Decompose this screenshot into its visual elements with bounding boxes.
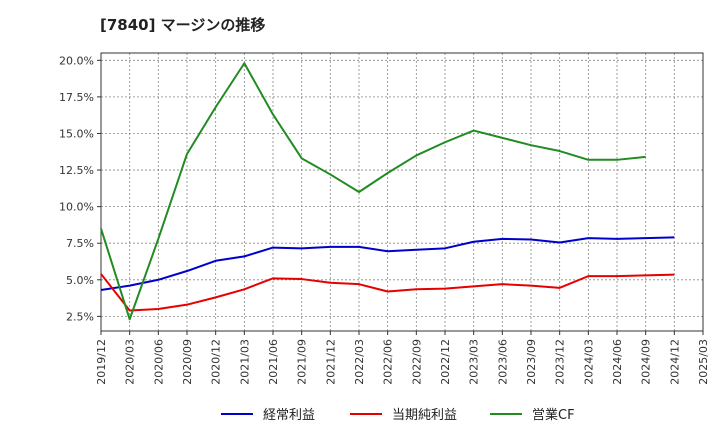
x-tick-label: 2023/09 — [525, 339, 538, 385]
x-tick-label: 2020/06 — [152, 339, 165, 385]
y-tick-label: 2.5% — [66, 310, 94, 323]
x-tick-label: 2022/06 — [382, 339, 395, 385]
x-tick-label: 2021/09 — [296, 339, 309, 385]
x-tick-label: 2023/03 — [468, 339, 481, 385]
plot-frame — [100, 52, 704, 332]
plot-area — [101, 53, 703, 331]
y-tick-label: 12.5% — [59, 164, 94, 177]
x-tick-label: 2020/03 — [124, 339, 137, 385]
y-tick-label: 5.0% — [66, 274, 94, 287]
y-tick-label: 7.5% — [66, 237, 94, 250]
x-tick-label: 2023/12 — [554, 339, 567, 385]
series-line-3 — [100, 62, 646, 321]
x-tick-label: 2021/03 — [238, 339, 251, 385]
x-tick-label: 2022/03 — [353, 339, 366, 385]
y-tick-label: 17.5% — [59, 91, 94, 104]
y-tick-label: 15.0% — [59, 127, 94, 140]
x-tick-label: 2024/09 — [640, 339, 653, 385]
x-tick-label: 2023/06 — [496, 339, 509, 385]
y-tick-label: 20.0% — [59, 54, 94, 67]
x-tick-label: 2020/09 — [181, 339, 194, 385]
legend-label: 当期純利益 — [392, 408, 457, 423]
x-tick-label: 2024/06 — [611, 339, 624, 385]
legend-label: 経常利益 — [263, 408, 315, 423]
x-tick-label: 2025/03 — [697, 339, 710, 385]
x-tick-label: 2022/09 — [410, 339, 423, 385]
x-tick-label: 2021/06 — [267, 339, 280, 385]
x-tick-label: 2024/12 — [668, 339, 681, 385]
chart-title: [7840] マージンの推移 — [100, 16, 266, 34]
x-tick-label: 2019/12 — [95, 339, 108, 385]
x-tick-label: 2022/12 — [439, 339, 452, 385]
x-tick-label: 2024/03 — [582, 339, 595, 385]
y-tick-label: 10.0% — [59, 201, 94, 214]
x-tick-label: 2020/12 — [210, 339, 223, 385]
x-tick-label: 2021/12 — [324, 339, 337, 385]
legend-label: 営業CF — [532, 407, 575, 423]
